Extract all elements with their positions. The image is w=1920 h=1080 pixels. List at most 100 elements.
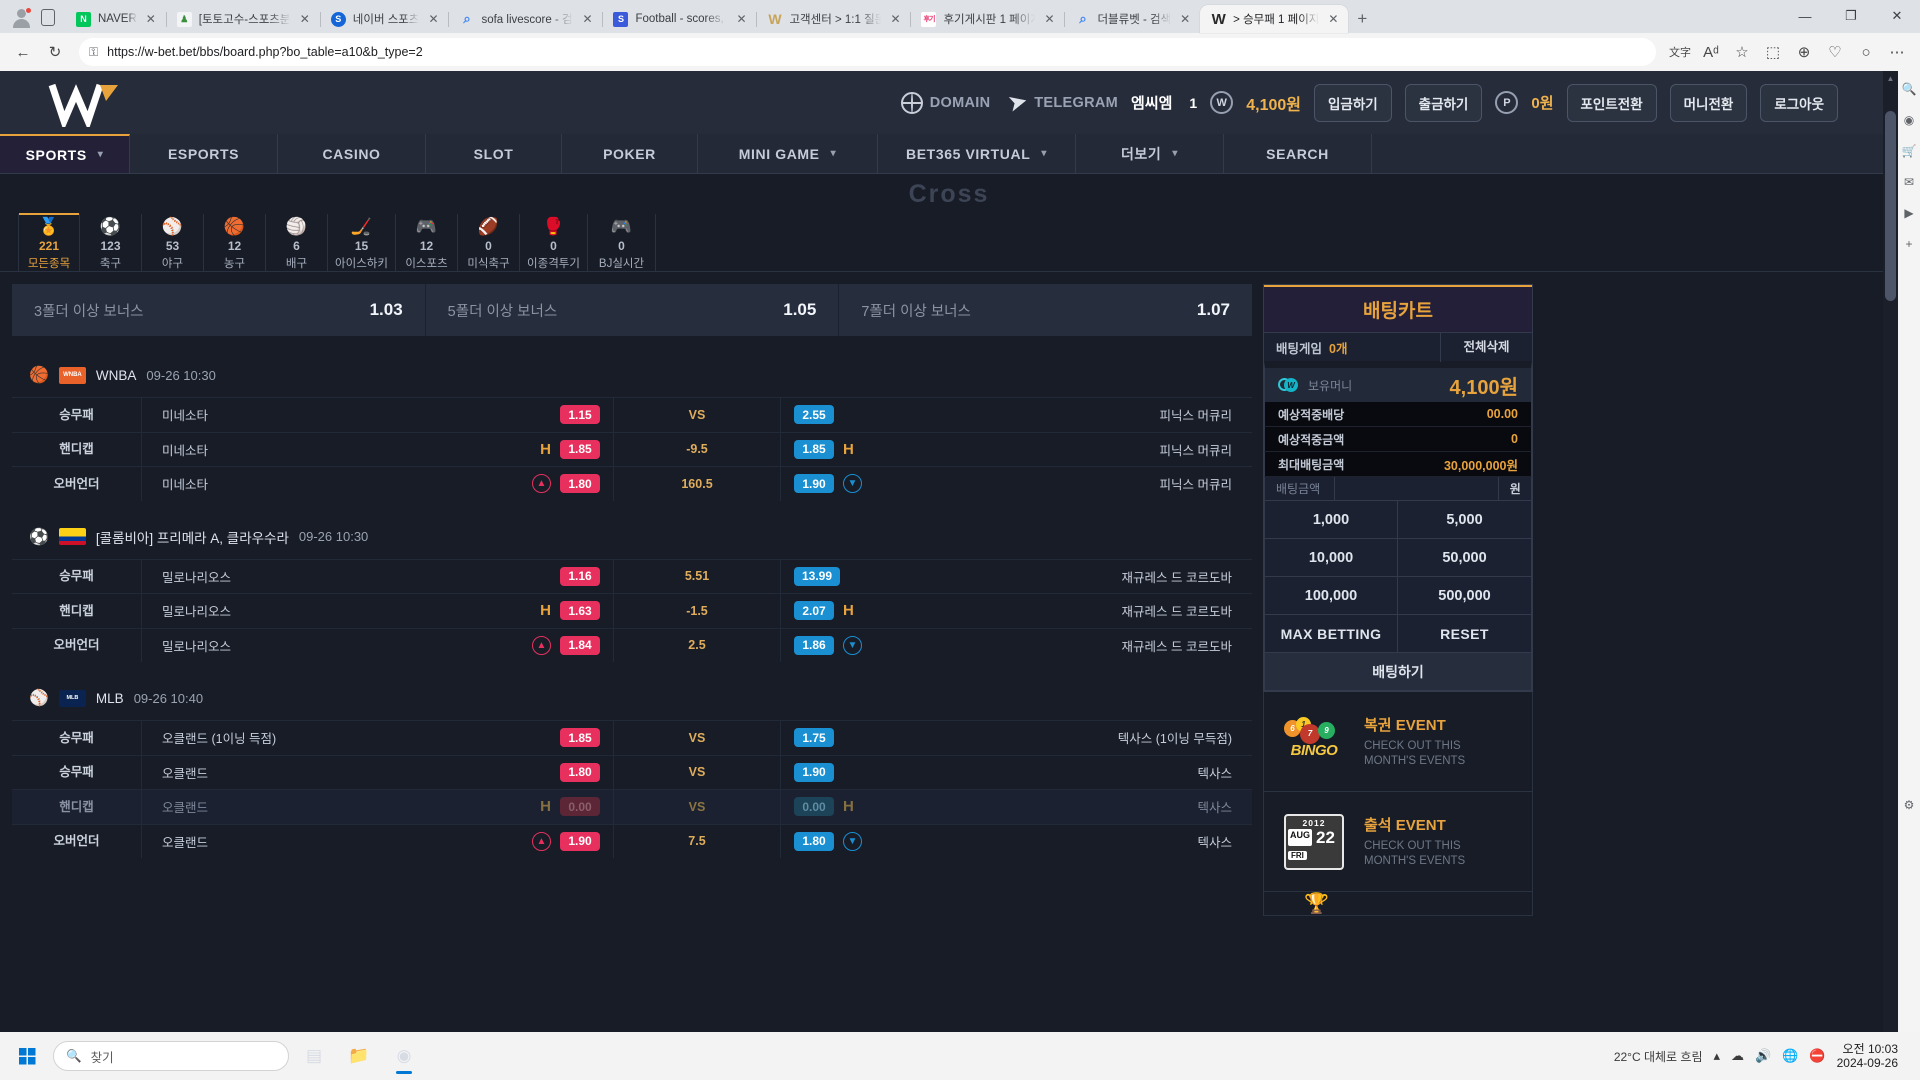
maximize-button[interactable]: ❐ (1845, 8, 1857, 23)
away-selection[interactable]: 1.75 텍사스 (1이닝 무득점) (781, 728, 1252, 748)
away-odd[interactable]: 2.07 (794, 601, 834, 621)
browser-tab[interactable]: N NAVER ✕ (65, 5, 167, 33)
scroll-up-arrow[interactable]: ▲ (1886, 74, 1895, 83)
volume-icon[interactable]: 🔊 (1755, 1048, 1772, 1063)
site-logo[interactable] (46, 79, 151, 131)
tab-list-icon[interactable] (41, 9, 55, 26)
nav-item-search[interactable]: SEARCH (1224, 134, 1372, 173)
copilot-icon[interactable]: ◉ (1903, 113, 1915, 127)
away-selection[interactable]: 2.55 피닉스 머큐리 (781, 405, 1252, 425)
quick-amount-button[interactable]: 5,000 (1398, 501, 1531, 539)
close-tab-icon[interactable]: ✕ (736, 12, 747, 26)
home-selection[interactable]: 미네소타 1.15 (142, 405, 613, 425)
nav-item-casino[interactable]: CASINO (278, 134, 426, 173)
home-selection[interactable]: 오클랜드 1.80 (142, 762, 613, 782)
away-odd[interactable]: 0.00 (794, 797, 834, 817)
sport-tab-american-football[interactable]: 🏈 0 미식축구 (458, 214, 520, 271)
home-odd[interactable]: 1.63 (560, 601, 600, 621)
home-odd[interactable]: 1.15 (560, 405, 600, 425)
home-odd[interactable]: 0.00 (560, 797, 600, 817)
browser-tab[interactable]: S Football - scores, sche ✕ (602, 5, 758, 33)
close-tab-icon[interactable]: ✕ (428, 12, 439, 26)
away-odd[interactable]: 2.55 (794, 405, 834, 425)
close-tab-icon[interactable]: ✕ (299, 12, 310, 26)
reset-button[interactable]: RESET (1398, 615, 1531, 653)
read-aloud-icon[interactable]: Aᵈ (1703, 43, 1719, 61)
home-odd[interactable]: 1.85 (560, 439, 600, 459)
bet-amount-input[interactable] (1334, 477, 1500, 500)
tray-expand-icon[interactable]: ▴ (1713, 1048, 1721, 1063)
away-selection[interactable]: 2.07 H 재규레스 드 코르도바 (781, 601, 1252, 621)
quick-amount-button[interactable]: 50,000 (1398, 539, 1531, 577)
page-scrollbar[interactable]: ▲ (1883, 71, 1898, 1080)
bet-row[interactable]: 핸디캡 오클랜드 H 0.00 VS 0.00 H 텍사스 (12, 789, 1252, 824)
away-odd[interactable]: 1.75 (794, 728, 834, 748)
away-odd[interactable]: 13.99 (794, 566, 841, 586)
search-icon[interactable]: 🔍 (1901, 82, 1917, 96)
away-selection[interactable]: 1.86 ▼ 재규레스 드 코르도바 (781, 635, 1252, 655)
nav-item-더보기[interactable]: 더보기 ▾ (1076, 134, 1224, 173)
away-odd[interactable]: 1.80 (794, 831, 834, 851)
home-odd[interactable]: 1.80 (560, 762, 600, 782)
home-selection[interactable]: 미네소타 H 1.85 (142, 439, 613, 459)
event-card-attendance[interactable]: 2012 AUG 22 FRI 출석 EVENT CHECK OUT THIS (1263, 792, 1533, 892)
home-selection[interactable]: 오클랜드 (1이닝 득점) 1.85 (142, 728, 613, 748)
profile-area[interactable] (6, 7, 65, 33)
translate-icon[interactable]: 文字 (1669, 47, 1691, 59)
collections-icon[interactable]: ⊕ (1797, 44, 1811, 61)
settings-more-icon[interactable]: ⋯ (1889, 44, 1905, 61)
close-tab-icon[interactable]: ✕ (582, 12, 593, 26)
clear-all-button[interactable]: 전체삭제 (1440, 332, 1532, 362)
outlook-icon[interactable]: ✉ (1903, 175, 1915, 189)
home-selection[interactable]: 밀로나리오스 ▲ 1.84 (142, 635, 613, 655)
nav-item-bet365-virtual[interactable]: BET365 VIRTUAL ▾ (878, 134, 1076, 173)
withdraw-button[interactable]: 출금하기 (1404, 83, 1483, 122)
point-convert-button[interactable]: 포인트전환 (1566, 83, 1657, 122)
home-selection[interactable]: 밀로나리오스 H 1.63 (142, 601, 613, 621)
taskbar-search[interactable]: 🔍 찾기 (53, 1041, 289, 1071)
sport-tab-all-sports[interactable]: 🏅 221 모든종목 (18, 213, 80, 271)
minimize-button[interactable]: — (1798, 8, 1812, 24)
away-selection[interactable]: 0.00 H 텍사스 (781, 797, 1252, 817)
file-explorer-button[interactable]: 📁 (348, 1046, 370, 1065)
sport-tab-ice-hockey[interactable]: 🏒 15 아이스하키 (328, 214, 396, 271)
bet-row[interactable]: 핸디캡 미네소타 H 1.85 -9.5 1.85 H 피닉스 머큐리 (12, 431, 1252, 467)
quick-amount-button[interactable]: 1,000 (1265, 501, 1398, 539)
nav-item-slot[interactable]: SLOT (426, 134, 562, 173)
away-selection[interactable]: 13.99 재규레스 드 코르도바 (781, 566, 1252, 586)
domain-link[interactable]: DOMAIN (900, 91, 991, 114)
sidebar-settings-icon[interactable]: ⚙ (1903, 798, 1915, 812)
money-convert-button[interactable]: 머니전환 (1669, 83, 1748, 122)
max-betting-button[interactable]: MAX BETTING (1265, 615, 1398, 653)
bet-row[interactable]: 승무패 오클랜드 1.80 VS 1.90 텍사스 (12, 754, 1252, 790)
browser-tab[interactable]: S 네이버 스포츠 ✕ (320, 5, 450, 33)
bet-row[interactable]: 핸디캡 밀로나리오스 H 1.63 -1.5 2.07 H 재규레스 드 코르도바 (12, 593, 1252, 628)
browser-tab[interactable]: 후기 후기게시판 1 페이지 ✕ (910, 5, 1066, 33)
sport-tab-basketball[interactable]: 🏀 12 농구 (204, 214, 266, 271)
away-odd[interactable]: 1.86 (794, 635, 834, 655)
bet-row[interactable]: 오버언더 미네소타 ▲ 1.80 160.5 1.90 ▼ 피닉스 머큐리 (12, 466, 1252, 501)
home-odd[interactable]: 1.84 (560, 635, 600, 655)
close-tab-icon[interactable]: ✕ (1044, 12, 1055, 26)
close-tab-icon[interactable]: ✕ (1328, 12, 1339, 26)
bet-row[interactable]: 승무패 미네소타 1.15 VS 2.55 피닉스 머큐리 (12, 397, 1252, 432)
bet-row[interactable]: 승무패 밀로나리오스 1.16 5.51 13.99 재규레스 드 코르도바 (12, 558, 1252, 594)
weather-label[interactable]: 22°C 대체로 흐림 (1613, 1049, 1703, 1064)
away-selection[interactable]: 1.80 ▼ 텍사스 (781, 831, 1252, 851)
start-button[interactable] (10, 1039, 44, 1073)
bet-row[interactable]: 승무패 오클랜드 (1이닝 득점) 1.85 VS 1.75 텍사스 (1이닝 무득점) (12, 720, 1252, 755)
quick-amount-button[interactable]: 10,000 (1265, 539, 1398, 577)
home-selection[interactable]: 오클랜드 ▲ 1.90 (142, 831, 613, 851)
reload-icon[interactable]: ↻ (48, 44, 62, 61)
profile-avatar-icon[interactable] (12, 7, 32, 28)
bet-row[interactable]: 오버언더 오클랜드 ▲ 1.90 7.5 1.80 ▼ 텍사스 (12, 823, 1252, 859)
home-selection[interactable]: 밀로나리오스 1.16 (142, 566, 613, 586)
new-tab-button[interactable]: + (1357, 9, 1368, 28)
home-selection[interactable]: 미네소타 ▲ 1.80 (142, 474, 613, 494)
taskbar-clock[interactable]: 오전 10:03 2024-09-26 (1837, 1042, 1898, 1070)
nav-item-sports[interactable]: SPORTS ▾ (0, 134, 130, 173)
close-tab-icon[interactable]: ✕ (1180, 12, 1191, 26)
home-odd[interactable]: 1.90 (560, 831, 600, 851)
edge-browser-button[interactable]: ◉ (384, 1037, 424, 1075)
sport-tab-soccer[interactable]: ⚽ 123 축구 (80, 214, 142, 271)
